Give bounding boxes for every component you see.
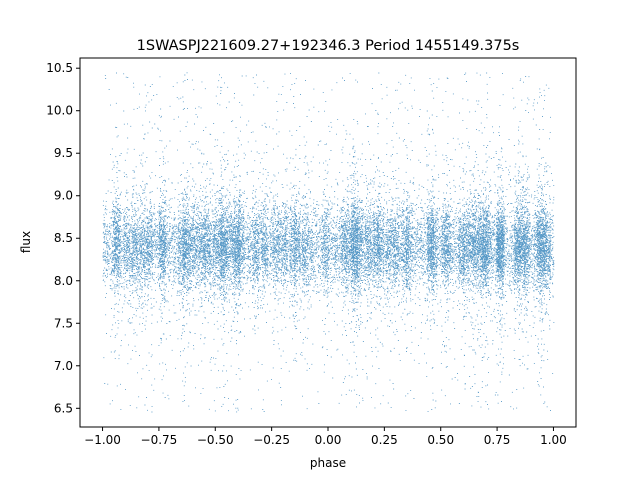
x-tick-label: −0.50 — [197, 433, 234, 447]
y-axis-label: flux — [19, 231, 33, 253]
y-tick-label: 9.5 — [54, 146, 73, 160]
x-tick-label: −0.75 — [141, 433, 178, 447]
x-tick-label: −0.25 — [253, 433, 290, 447]
x-tick-label: 0.75 — [484, 433, 511, 447]
y-tick-label: 8.0 — [54, 274, 73, 288]
y-tick-label: 7.0 — [54, 359, 73, 373]
x-tick-label: 0.00 — [315, 433, 342, 447]
x-tick-label: 1.00 — [540, 433, 567, 447]
y-tick-label: 7.5 — [54, 316, 73, 330]
scatter-points — [102, 72, 555, 413]
x-axis: −1.00 −0.75 −0.50 −0.25 0.00 0.25 0.50 0.75 1.00 — [84, 427, 567, 447]
y-axis: 6.5 7.0 7.5 8.0 8.5 9.0 9.5 10.0 10.5 — [46, 61, 80, 415]
y-tick-label: 6.5 — [54, 401, 73, 415]
x-tick-label: 0.50 — [427, 433, 454, 447]
y-tick-label: 10.0 — [46, 104, 73, 118]
data-points — [102, 72, 555, 413]
y-tick-label: 8.5 — [54, 231, 73, 245]
x-tick-label: −1.00 — [84, 433, 121, 447]
x-axis-label: phase — [310, 456, 346, 470]
x-tick-label: 0.25 — [371, 433, 398, 447]
chart-title: 1SWASPJ221609.27+192346.3 Period 1455149… — [137, 38, 520, 54]
y-tick-label: 10.5 — [46, 61, 73, 75]
y-tick-label: 9.0 — [54, 189, 73, 203]
